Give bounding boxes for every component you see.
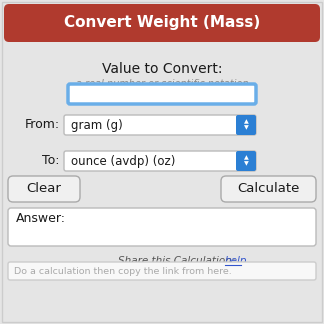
Text: Do a calculation then copy the link from here.: Do a calculation then copy the link from… bbox=[14, 267, 232, 275]
Text: To:: To: bbox=[42, 155, 60, 168]
Text: From:: From: bbox=[25, 119, 60, 132]
Text: Value to Convert:: Value to Convert: bbox=[102, 62, 222, 76]
Text: ▼: ▼ bbox=[244, 125, 249, 131]
Text: ounce (avdp) (oz): ounce (avdp) (oz) bbox=[71, 155, 175, 168]
Text: Convert Weight (Mass): Convert Weight (Mass) bbox=[64, 16, 260, 30]
Text: ▲: ▲ bbox=[244, 156, 249, 160]
FancyBboxPatch shape bbox=[4, 4, 320, 42]
Text: Clear: Clear bbox=[27, 182, 62, 195]
Text: gram (g): gram (g) bbox=[71, 119, 123, 132]
FancyBboxPatch shape bbox=[8, 176, 80, 202]
FancyBboxPatch shape bbox=[64, 151, 256, 171]
FancyBboxPatch shape bbox=[8, 262, 316, 280]
FancyBboxPatch shape bbox=[68, 84, 256, 104]
Text: a real number or scientific notation: a real number or scientific notation bbox=[76, 79, 248, 89]
Text: ▲: ▲ bbox=[244, 120, 249, 124]
Text: Calculate: Calculate bbox=[237, 182, 300, 195]
FancyBboxPatch shape bbox=[236, 151, 256, 171]
Text: ▼: ▼ bbox=[244, 161, 249, 167]
Text: help: help bbox=[225, 256, 248, 266]
FancyBboxPatch shape bbox=[64, 115, 256, 135]
FancyBboxPatch shape bbox=[8, 208, 316, 246]
Text: Share this Calculation:: Share this Calculation: bbox=[118, 256, 238, 266]
FancyBboxPatch shape bbox=[236, 115, 256, 135]
FancyBboxPatch shape bbox=[221, 176, 316, 202]
Text: Answer:: Answer: bbox=[16, 212, 66, 225]
